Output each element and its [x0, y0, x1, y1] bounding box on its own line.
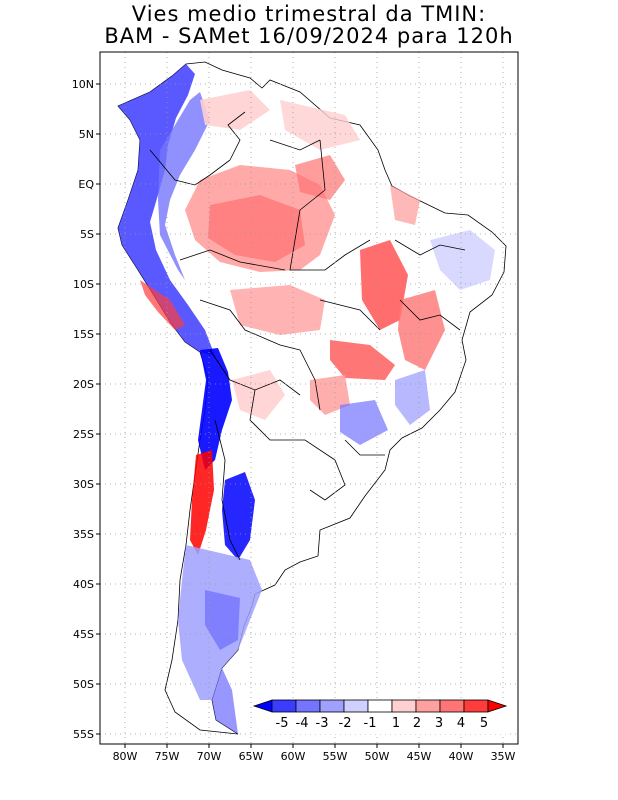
colorbar-label: 1: [392, 716, 400, 731]
colorbar: -5 -4 -3 -2 -1 1 2 3 4 5: [252, 698, 508, 734]
lon-label: 60W: [281, 750, 306, 763]
bias-region-andes-north: [118, 64, 215, 356]
lat-label: 5N: [79, 128, 94, 141]
bias-region-guiana: [295, 155, 345, 200]
bias-region-mato-grosso: [230, 285, 325, 335]
colorbar-label: 4: [457, 716, 465, 731]
bias-region-goias: [330, 340, 395, 380]
colorbar-swatches: [252, 699, 508, 713]
lon-label: 55W: [323, 750, 348, 763]
colorbar-swatch: [415, 699, 441, 713]
latitude-labels: 10N 5N EQ 5S 10S 15S 20S 25S 30S 35S 40S…: [72, 78, 95, 741]
colorbar-label: 3: [435, 716, 443, 731]
bias-field: [117, 61, 507, 735]
lat-label: 15S: [73, 328, 94, 341]
axis-ticks: [96, 83, 504, 748]
lat-label: 55S: [73, 728, 94, 741]
colorbar-label: 5: [480, 716, 488, 731]
country-borders: [149, 111, 466, 561]
colorbar-label: -2: [339, 716, 352, 731]
colorbar-label: -5: [276, 716, 289, 731]
bias-region-atacama: [198, 348, 232, 470]
colorbar-label: -1: [364, 716, 377, 731]
colorbar-label: 2: [413, 716, 421, 731]
lat-label: 30S: [73, 478, 94, 491]
bias-region-central-chile: [190, 450, 214, 555]
map-frame: [99, 51, 519, 745]
bias-region-chaco: [232, 370, 285, 420]
lon-label: 80W: [113, 750, 138, 763]
lat-label: 50S: [73, 678, 94, 691]
lon-label: 50W: [365, 750, 390, 763]
colorbar-swatch: [463, 699, 489, 713]
bias-region-patagonia-core: [205, 590, 240, 650]
colorbar-labels: -5 -4 -3 -2 -1 1 2 3 4 5: [276, 716, 489, 731]
colorbar-label: -4: [296, 716, 309, 731]
bias-region-cuyo: [222, 472, 255, 560]
lat-label: 10S: [73, 278, 94, 291]
lon-label: 70W: [197, 750, 222, 763]
lat-label: 40S: [73, 578, 94, 591]
lat-label: EQ: [78, 178, 94, 191]
lon-label: 45W: [407, 750, 432, 763]
colorbar-label: -3: [316, 716, 329, 731]
bias-region-amazon-core: [208, 195, 305, 262]
colorbar-swatch: [439, 699, 465, 713]
colorbar-swatch: [343, 699, 369, 713]
colorbar-swatch: [271, 699, 297, 713]
lon-label: 40W: [449, 750, 474, 763]
bias-region-tocantins: [360, 240, 408, 330]
longitude-labels: 80W 75W 70W 65W 60W 55W 50W 45W 40W 35W: [113, 750, 516, 763]
lat-label: 25S: [73, 428, 94, 441]
bias-region-guiana-north: [280, 100, 360, 150]
lat-label: 45S: [73, 628, 94, 641]
lat-label: 35S: [73, 528, 94, 541]
bias-region-para-coast: [390, 185, 420, 225]
lon-label: 75W: [155, 750, 180, 763]
lon-label: 65W: [239, 750, 264, 763]
lon-label: 35W: [491, 750, 516, 763]
bias-region-northeast: [430, 230, 495, 290]
bias-region-andes-slope: [158, 92, 210, 280]
map-title-line-1: Vies medio trimestral da TMIN:: [131, 2, 487, 26]
colorbar-swatch: [319, 699, 345, 713]
colorbar-max-arrow: [487, 699, 508, 713]
lat-label: 20S: [73, 378, 94, 391]
bias-region-venezuela: [200, 90, 270, 130]
lat-lon-grid: [100, 52, 518, 744]
lat-label: 5S: [80, 228, 94, 241]
bias-region-parana: [340, 400, 388, 445]
colorbar-swatch: [391, 699, 417, 713]
colorbar-swatch: [295, 699, 321, 713]
bias-region-tierra-del-fuego: [212, 668, 238, 734]
colorbar-swatch: [367, 699, 393, 713]
map-title-line-2: BAM - SAMet 16/09/2024 para 120h: [104, 24, 514, 48]
lat-label: 10N: [72, 78, 94, 91]
bias-region-minas: [395, 370, 430, 425]
bias-region-peru-coast: [140, 280, 185, 330]
